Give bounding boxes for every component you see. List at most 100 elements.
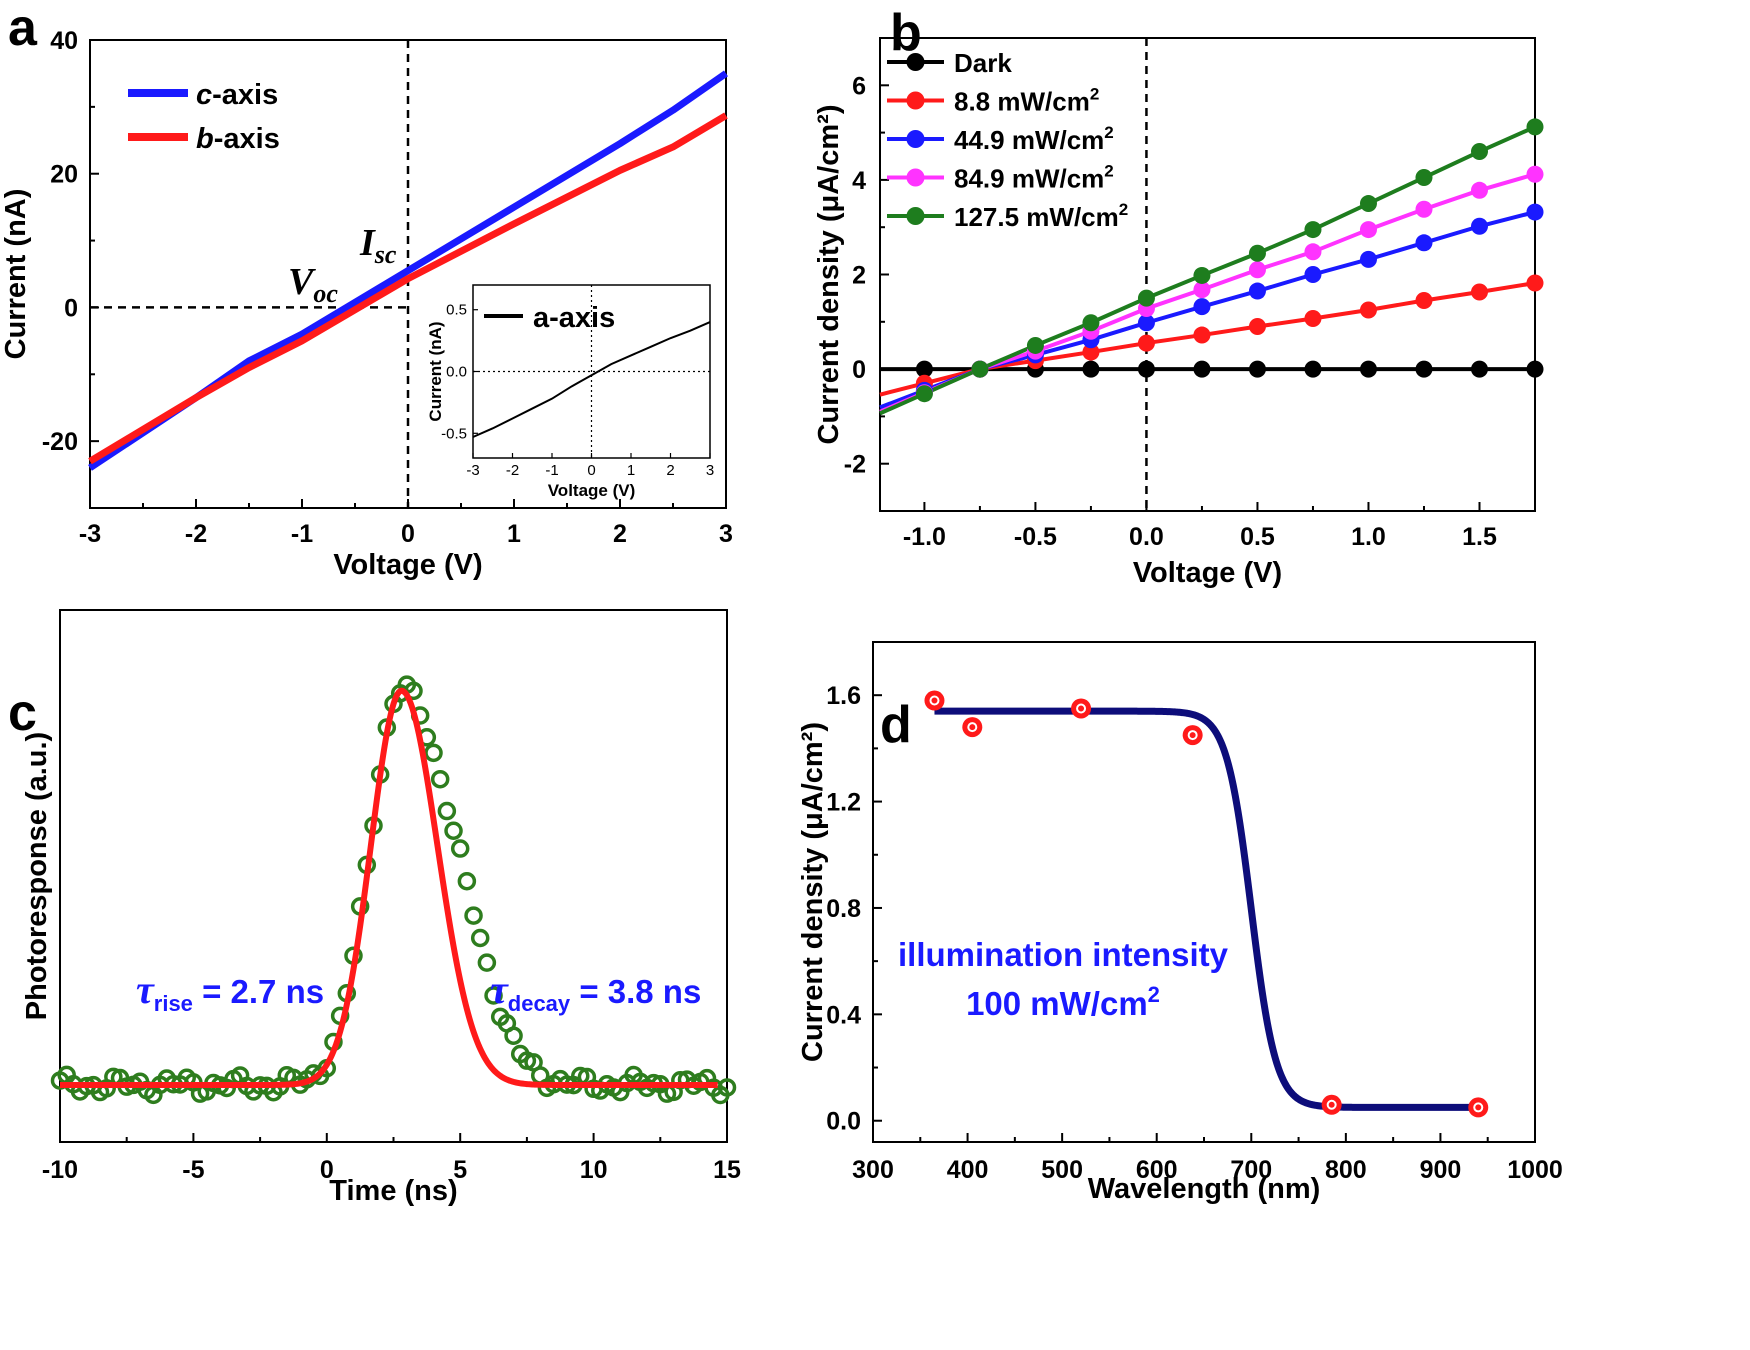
data-point-center [1187,730,1198,741]
inset-legend-label: a-axis [533,302,615,334]
data-point [1193,281,1211,299]
data-point [1415,234,1433,252]
x-tick-label: 800 [1325,1156,1367,1184]
x-tick-label: 600 [1136,1156,1178,1184]
data-point-center [1076,703,1087,714]
inset-series-line [472,321,711,438]
y-tick-label: 40 [50,27,78,55]
legend-swatch-marker [906,207,925,225]
x-tick-label: 300 [852,1156,894,1184]
y-tick-label: 0.8 [826,895,861,923]
legend-label: 44.9 mW/cm2 [954,123,1114,155]
legend-label: 84.9 mW/cm2 [954,162,1114,194]
data-point [504,1026,523,1045]
x-axis-label: Voltage (V) [333,549,482,581]
data-point [1415,169,1433,187]
x-tick-label: -2 [185,520,207,548]
data-point [1248,282,1266,300]
data-point [1359,250,1377,268]
data-point [1321,1094,1342,1115]
y-tick-label: 0.4 [826,1001,861,1029]
data-point [1359,301,1377,319]
panel-d: 300 400 500 600 700 800 900 1000 0.0 0.4 0.8 1.2 1.6… [797,641,1563,1205]
data-point [962,717,983,738]
data-point [1359,221,1377,239]
data-point [457,871,477,891]
y-tick-label: -20 [42,428,78,456]
inset-y-axis-label: Current (nA) [426,321,445,421]
data-point [424,743,443,763]
data-point [1526,360,1544,378]
data-point [1526,203,1544,221]
data-point [1304,309,1322,327]
data-point [1359,360,1377,378]
voc-annotation: Voc [288,261,338,308]
data-point [1071,698,1092,719]
inset-y-tick-label: -0.5 [441,425,467,442]
data-point [1248,360,1266,378]
x-tick-label: 1.5 [1462,523,1497,551]
data-point [1082,360,1100,378]
inset-x-tick-label: 0 [587,462,595,479]
legend-label-c-axis: c-axis [196,79,278,111]
data-point [1137,314,1155,332]
data-point [717,1078,737,1097]
x-tick-label: 0 [401,520,415,548]
data-point [477,953,497,972]
x-tick-label: 0 [320,1156,334,1184]
data-point-center [1473,1102,1484,1113]
x-tick-label: 0.0 [1129,523,1164,551]
data-point [1182,725,1203,746]
x-tick-label: -10 [42,1156,78,1184]
inset-x-axis-label: Voltage (V) [548,481,636,500]
x-tick-label: 1 [507,520,521,548]
x-tick-label: 700 [1230,1156,1272,1184]
x-tick-label: 3 [719,520,733,548]
isc-annotation: Isc [359,222,397,269]
data-point [1359,195,1377,213]
data-point [470,928,490,948]
x-axis-label: Time (ns) [329,1175,457,1207]
fit-curve [934,707,1479,1111]
data-point [1470,283,1488,301]
panel-label-a: a [8,0,38,57]
data-point [464,906,483,925]
x-tick-label: 1.0 [1351,523,1386,551]
data-point [1470,181,1488,199]
x-axis-label: Voltage (V) [1133,557,1282,589]
data-point [1026,336,1044,354]
x-tick-label: 10 [580,1156,608,1184]
x-axis-label: Wavelength (nm) [1088,1173,1321,1205]
legend-swatch-marker [906,91,925,110]
data-point [1248,318,1266,336]
x-tick-label: 2 [613,520,627,548]
data-point [430,769,450,789]
x-tick-label: 0.5 [1240,523,1275,551]
x-tick-label: 500 [1041,1156,1083,1184]
data-point [1248,244,1266,262]
data-point-center [929,695,940,706]
y-tick-label: 1.2 [826,789,861,817]
data-point [1193,266,1211,284]
inset-y-tick-label: 0.5 [446,302,467,319]
x-tick-label: -3 [79,520,101,548]
y-tick-label: 0.0 [826,1108,861,1136]
inset-y-tick-label: 0.0 [446,364,467,381]
panel-label-c: c [8,684,37,742]
data-point [1470,217,1488,235]
data-point-center [967,722,978,733]
y-axis-label: Current (nA) [0,189,32,360]
legend-label: 127.5 mW/cm2 [954,200,1128,232]
data-point [1137,360,1155,378]
data-point [1082,343,1100,361]
data-point [1415,360,1433,378]
data-point [1082,314,1100,332]
data-point [1193,298,1211,316]
x-tick-label: -1.0 [903,523,946,551]
y-tick-label: 1.6 [826,682,861,710]
data-point [915,385,933,403]
x-tick-label: -5 [182,1156,204,1184]
data-point [1304,360,1322,378]
decay-time-annotation: τdecay = 3.8 ns [490,967,701,1016]
legend-swatch-marker [906,168,925,187]
